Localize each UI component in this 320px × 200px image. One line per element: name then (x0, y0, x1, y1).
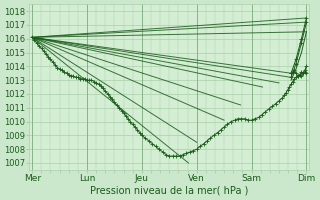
X-axis label: Pression niveau de la mer( hPa ): Pression niveau de la mer( hPa ) (90, 186, 249, 196)
